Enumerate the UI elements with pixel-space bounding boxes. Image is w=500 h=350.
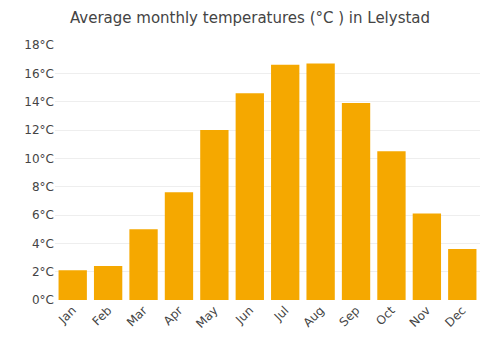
svg-text:0°C: 0°C [32, 293, 54, 307]
svg-text:Feb: Feb [90, 303, 115, 328]
svg-text:Oct: Oct [373, 303, 398, 328]
svg-text:16°C: 16°C [24, 67, 54, 81]
svg-text:Average monthly temperatures (: Average monthly temperatures (°C ) in Le… [70, 9, 430, 27]
svg-text:Dec: Dec [442, 303, 468, 329]
svg-text:12°C: 12°C [24, 123, 54, 137]
svg-text:6°C: 6°C [32, 208, 54, 222]
svg-text:May: May [193, 303, 220, 330]
svg-text:10°C: 10°C [24, 152, 54, 166]
svg-text:Nov: Nov [407, 303, 433, 329]
svg-text:8°C: 8°C [32, 180, 54, 194]
svg-text:4°C: 4°C [32, 237, 54, 251]
svg-text:Aug: Aug [301, 303, 327, 329]
svg-text:Jan: Jan [55, 303, 79, 327]
svg-text:Mar: Mar [124, 303, 150, 329]
svg-text:2°C: 2°C [32, 265, 54, 279]
svg-text:Sep: Sep [337, 303, 363, 329]
svg-text:14°C: 14°C [24, 95, 54, 109]
svg-text:Jun: Jun [232, 303, 256, 327]
svg-text:Jul: Jul [271, 303, 292, 324]
svg-text:18°C: 18°C [24, 38, 54, 52]
svg-text:Apr: Apr [161, 303, 186, 328]
